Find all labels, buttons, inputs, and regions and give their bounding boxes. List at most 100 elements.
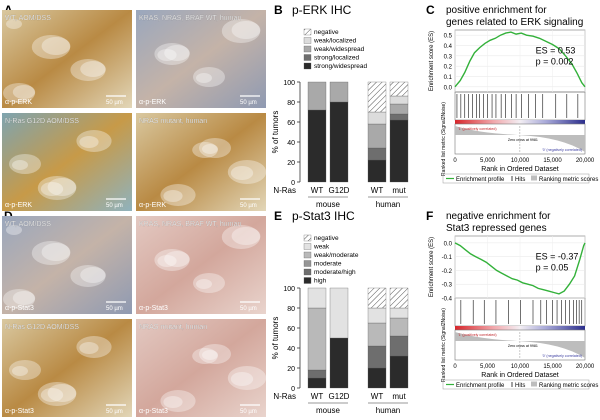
panel-letter-e: E (274, 209, 282, 223)
bar-segment-strong-widespread (307, 109, 327, 183)
panel-letter-b: B (274, 3, 283, 17)
micrograph-caption: WT, AOM/DSS (5, 15, 51, 22)
stacked-bar-chart-e: 0 20 40 60 80 100 % of tumors WT G12D WT mut N-Ras m… (271, 234, 409, 415)
tissue-lumen (79, 342, 99, 354)
tissue-lumen (80, 61, 106, 77)
rank-color-bar (455, 326, 585, 330)
group-label: mouse (316, 406, 341, 415)
micrograph-image (2, 216, 132, 314)
y-tick-label: 60 (287, 326, 295, 333)
micrograph-stain-label: α-p-ERK (139, 99, 166, 106)
micrograph-caption: N-Ras G12D AOM/DSS (5, 324, 79, 331)
tissue-lumen (157, 255, 177, 267)
bar-segment-weak (307, 287, 327, 309)
panel-c-gsea: C positive enrichment for genes related … (426, 3, 598, 184)
tissue-lumen (193, 273, 225, 293)
gsea-title-c-line2: genes related to ERK signaling (446, 17, 583, 28)
bar-segment-negative (389, 287, 409, 309)
y-axis-label: Enrichment score (ES) (429, 31, 435, 91)
gsea-plot-f: 0.0 -0.1 -0.2 -0.3 -0.4 ES = -0.37p = 0.05 '1'… (429, 235, 598, 390)
micrograph-stain-label: α-p-Stat3 (5, 305, 34, 312)
micrograph-image (136, 10, 266, 108)
group-label: human (376, 406, 400, 415)
tissue-lumen (154, 43, 190, 65)
tissue-lumen (192, 142, 218, 158)
legend-swatch (303, 45, 312, 53)
legend-label: moderate/high (314, 269, 356, 276)
panel-letter-c: C (426, 3, 435, 17)
positive-label: '1' (positively correlated) (458, 333, 497, 337)
legend-label: Ranking metric scores (539, 177, 598, 183)
legend-label: weak (313, 244, 330, 251)
stacked-bar-chart-b: 0 20 40 60 80 100 % of tumors WT G12D WT mut N-Ras m… (271, 28, 409, 209)
x-tick-label: 10,000 (511, 158, 530, 164)
legend-label: Hits (515, 383, 525, 389)
scale-bar-label: 50 µm (240, 203, 257, 209)
tissue-lumen (3, 83, 35, 103)
legend-swatch (303, 37, 312, 44)
scale-bar-label: 50 µm (240, 306, 257, 312)
y-axis-label: Enrichment score (ES) (429, 237, 435, 297)
micrograph-caption: NRAS mutant, human (139, 324, 207, 331)
x-tick-label: 20,000 (576, 158, 595, 164)
tissue-lumen (40, 388, 64, 402)
y-tick-label: -0.3 (442, 283, 453, 289)
panel-f-gsea: F negative enrichment for Stat3 represse… (426, 209, 598, 390)
legend-label: weak/localized (313, 38, 357, 45)
tissue-lumen (227, 366, 267, 390)
es-value: ES = 0.53 (536, 46, 576, 56)
x-tick-label: 5,000 (480, 364, 496, 370)
negative-label: '0' (negatively correlated) (542, 354, 582, 358)
p-value: p = 0.05 (536, 263, 569, 273)
y-tick-label: 40 (287, 346, 295, 353)
tissue-lumen (70, 265, 106, 287)
panel-e-pstat3-bars: E p-Stat3 IHC 0 20 40 60 80 100 % of tumors WT G… (271, 209, 409, 415)
bar-segment-weak-moderate (367, 322, 387, 347)
tissue-lumen (193, 67, 225, 87)
x-tick-label: mut (392, 186, 406, 195)
panel-b-perk-bars: B p-ERK IHC 0 20 40 60 80 100 % of tumors WT G12… (271, 3, 409, 209)
x-tick-label: 15,000 (543, 364, 562, 370)
y-tick-label: 80 (287, 306, 295, 313)
y-tick-label: 0 (291, 386, 295, 393)
scale-bar-label: 50 µm (240, 100, 257, 106)
group-label: mouse (316, 200, 341, 209)
bar-segment-moderate-high (307, 369, 327, 379)
scale-bar-label: 50 µm (106, 203, 123, 209)
legend-label: weak/widespread (313, 46, 365, 53)
tissue-lumen (12, 291, 36, 305)
x-tick-label: WT (311, 392, 324, 401)
y-tick-label: -0.2 (442, 269, 453, 275)
tissue-lumen (80, 267, 106, 283)
x-tick-label: 5,000 (480, 158, 496, 164)
tissue-lumen (164, 251, 190, 267)
tissue-lumen (3, 289, 35, 309)
tissue-lumen (37, 382, 77, 406)
y-axis-label-ranked: Ranked list metric (Signal2Noise) (441, 308, 447, 382)
p-value: p = 0.002 (536, 57, 574, 67)
tissue-lumen (199, 344, 231, 364)
micrograph-stain-label: α-p-ERK (5, 99, 32, 106)
y-axis-label: % of tumors (271, 317, 280, 360)
legend-label: weak/moderate (313, 252, 359, 259)
y-axis-label: % of tumors (271, 111, 280, 154)
legend-box (442, 379, 590, 390)
bar-segment-weak-widespread (367, 123, 387, 149)
y-tick-label: 0.0 (444, 85, 453, 91)
x-axis-label: Rank in Ordered Dataset (481, 166, 558, 173)
x-tick-label: WT (371, 392, 384, 401)
micrograph-caption: KRAS, NRAS, BRAF WT, human (139, 15, 241, 22)
y-axis-label-ranked: Ranked list metric (Signal2Noise) (441, 102, 447, 176)
micrograph-tile: NRAS mutant, human α-p-ERK 50 µm (136, 113, 267, 211)
micrograph-caption: WT, AOM/DSS (5, 221, 51, 228)
tissue-lumen (31, 241, 71, 265)
y-tick-label: 100 (283, 286, 295, 293)
gsea-plot-c: 0.0 0.1 0.2 0.3 0.4 0.5 ES = 0.53p = 0.002 '1' … (429, 29, 598, 184)
bar-segment-negative (367, 81, 387, 113)
legend-swatch-ranking (531, 381, 537, 387)
legend-label: moderate (314, 261, 342, 268)
legend-label: Hits (515, 177, 525, 183)
tissue-lumen (40, 182, 64, 196)
tissue-lumen (41, 37, 71, 55)
